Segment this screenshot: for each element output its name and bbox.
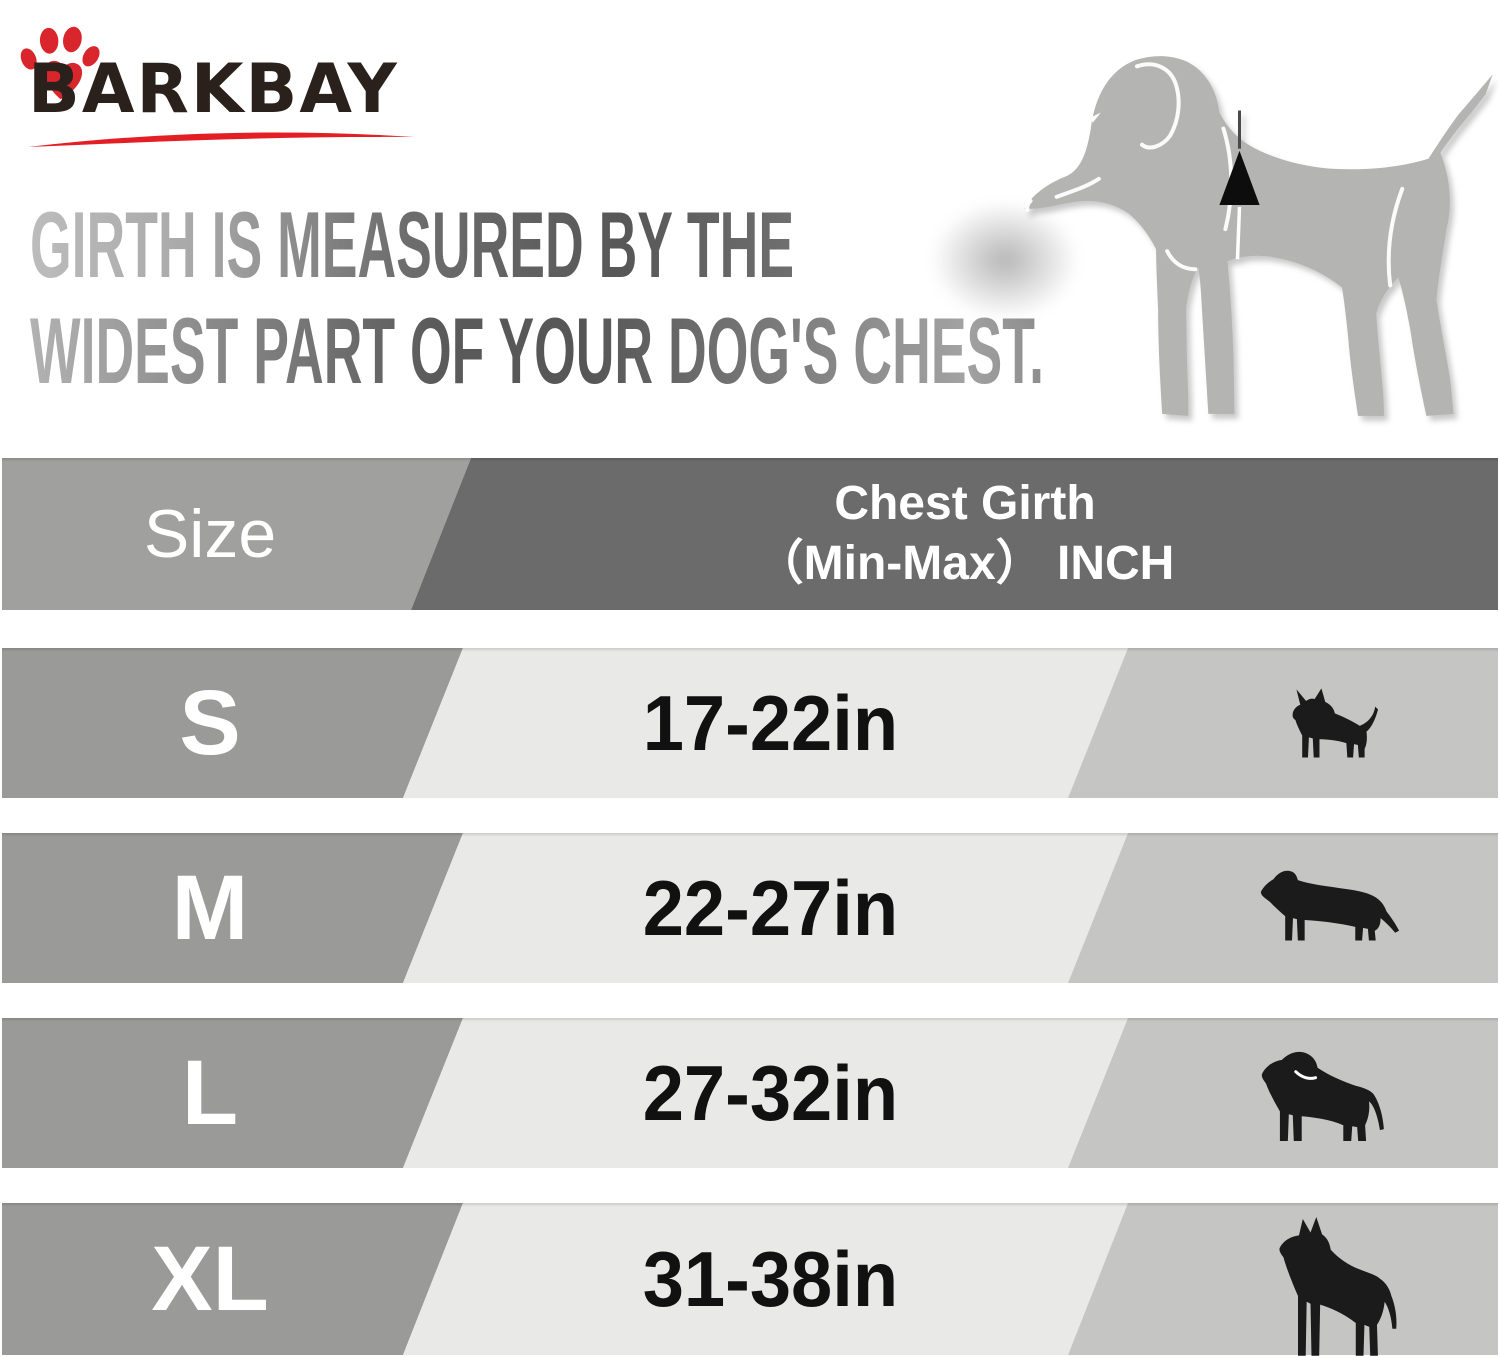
headline-line1: GIRTH IS MEASURED BY THE <box>30 192 795 297</box>
header-size-cell-bg <box>2 458 471 610</box>
logo-underline-swoosh <box>28 132 414 147</box>
table-row: S 17-22in <box>0 648 1500 798</box>
row-size-bg <box>2 833 463 983</box>
girth-value: 22-27in <box>642 863 898 952</box>
size-label: L <box>181 1041 239 1144</box>
headline-line2: WIDEST PART OF YOUR DOG'S CHEST. <box>30 298 1044 403</box>
girth-value: 17-22in <box>642 678 898 767</box>
dachshund-icon <box>1260 870 1400 941</box>
chart-header-row: Size Chest Girth （Min-Max） INCH <box>0 458 1500 610</box>
girth-value: 27-32in <box>642 1048 898 1137</box>
brand-logo: BARKBAY <box>18 10 448 160</box>
size-label: M <box>171 856 249 959</box>
dog-measurement-diagram <box>930 0 1500 432</box>
dog-eye <box>1088 112 1101 123</box>
row-size-bg <box>2 1018 463 1168</box>
row-size-bg <box>2 648 463 798</box>
up-arrow-icon <box>1219 150 1260 205</box>
chihuahua-icon <box>1292 688 1379 758</box>
size-label: XL <box>151 1227 269 1330</box>
header-girth-cell-bg <box>411 458 1498 610</box>
girth-value: 31-38in <box>642 1234 898 1323</box>
row-icon-bg <box>1068 1203 1498 1355</box>
row-girth-bg <box>403 1203 1128 1355</box>
row-girth-bg <box>403 648 1128 798</box>
measured-dog-silhouette-icon <box>1024 56 1493 416</box>
column-header-size: Size <box>143 496 277 572</box>
row-size-bg <box>2 1203 463 1355</box>
brand-name: BARKBAY <box>28 50 399 129</box>
size-label: S <box>179 671 241 774</box>
row-girth-bg <box>403 833 1128 983</box>
table-row: XL 31-38in <box>0 1203 1500 1356</box>
row-girth-bg <box>403 1018 1128 1168</box>
girth-marker <box>1219 110 1260 260</box>
column-header-girth: Chest Girth （Min-Max） INCH <box>755 477 1175 590</box>
row-icon-bg <box>1068 648 1498 798</box>
labrador-icon <box>1261 1051 1384 1142</box>
great-dane-icon <box>1279 1217 1397 1356</box>
paw-print-icon <box>20 26 100 100</box>
table-row: L 27-32in <box>0 1018 1500 1168</box>
soft-shadow <box>930 200 1080 320</box>
table-row: M 22-27in <box>0 833 1500 983</box>
